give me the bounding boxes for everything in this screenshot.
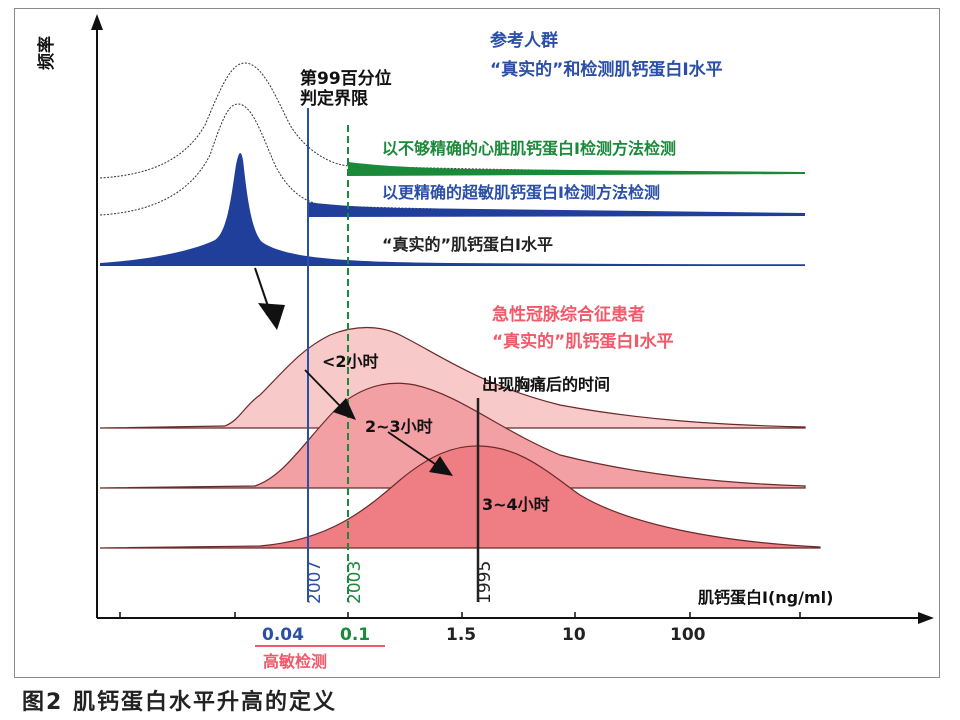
x-axis-ticks xyxy=(119,612,801,618)
curve-imprecise-assay xyxy=(99,62,806,179)
curve-3to4h xyxy=(99,445,821,549)
cutoff-line2: 判定界限 xyxy=(300,88,368,109)
curve-2to3h xyxy=(99,382,806,489)
tick-100: 100 xyxy=(670,625,706,645)
cutoff-line1: 第99百分位 xyxy=(300,68,392,89)
year-label-2003: 2003 xyxy=(345,561,365,604)
tick-10: 10 xyxy=(562,625,586,645)
hs-label: 高敏检测 xyxy=(263,652,327,671)
tick-0-04: 0.04 xyxy=(262,625,304,645)
x-axis-arrowhead xyxy=(918,612,934,624)
x-axis-label: 肌钙蛋白I(ng/ml) xyxy=(698,588,833,607)
arrow-time-1 xyxy=(304,369,343,409)
arrow-time-2-head xyxy=(429,456,453,476)
y-axis-label: 频率 xyxy=(36,36,57,70)
arrow-time-1-head xyxy=(333,398,356,420)
label-hs-assay: 以更精确的超敏肌钙蛋白I检测方法检测 xyxy=(382,183,660,202)
tail-blue xyxy=(307,202,805,217)
bottom-title-line1: 急性冠脉综合征患者 xyxy=(492,304,645,325)
tail-green xyxy=(348,162,805,176)
year-label-2007: 2007 xyxy=(305,561,325,604)
time-label-lt2h: <2小时 xyxy=(322,352,379,371)
bottom-title-line2: “真实的”肌钙蛋白I水平 xyxy=(492,331,674,352)
top-title-line1: 参考人群 xyxy=(490,30,558,51)
troponin-diagram: 频率 第99百分位 判定界限 参考人群 “真实的”和检测肌钙蛋白I水平 以不够精… xyxy=(36,14,934,671)
time-label-2to3h: 2~3小时 xyxy=(365,417,433,436)
time-title: 出现胸痛后的时间 xyxy=(482,375,610,394)
tick-1-5: 1.5 xyxy=(446,625,476,645)
arrow-head-big xyxy=(258,303,285,330)
curve-true-level xyxy=(100,153,805,266)
year-label-1995: 1995 xyxy=(475,561,495,604)
curve-lt2h xyxy=(99,326,806,429)
label-imprecise-assay: 以不够精确的心脏肌钙蛋白I检测方法检测 xyxy=(382,139,676,158)
time-label-3to4h: 3~4小时 xyxy=(482,495,550,514)
figure-caption: 图2 肌钙蛋白水平升高的定义 xyxy=(22,690,337,715)
y-axis-arrowhead xyxy=(91,14,103,30)
top-title-line2: “真实的”和检测肌钙蛋白I水平 xyxy=(490,59,723,80)
tick-0-1: 0.1 xyxy=(340,625,370,645)
label-true-level: “真实的”肌钙蛋白I水平 xyxy=(382,235,553,254)
arrow-time-2 xyxy=(387,431,439,467)
